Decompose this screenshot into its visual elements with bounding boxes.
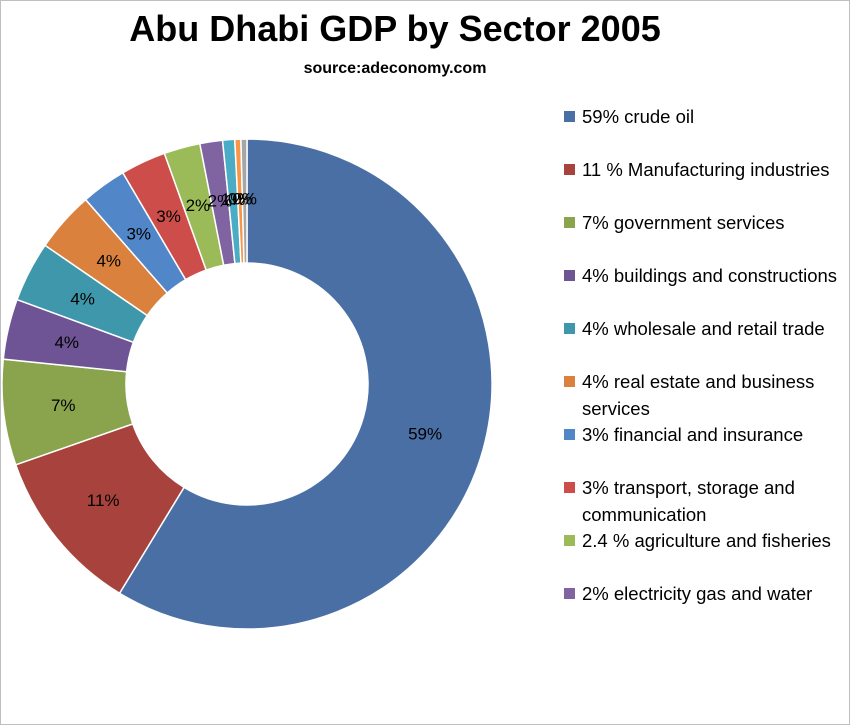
legend-item: 3% financial and insurance bbox=[562, 422, 842, 449]
slice-data-label: 4% bbox=[70, 290, 95, 309]
slice-data-label: 2% bbox=[208, 191, 233, 210]
slice-data-label: 0% bbox=[232, 190, 257, 209]
slice-data-label: 1% bbox=[221, 190, 246, 209]
legend-swatch bbox=[564, 376, 575, 387]
slice-data-label: 2% bbox=[186, 196, 211, 215]
legend-label: 4% buildings and constructions bbox=[582, 265, 838, 286]
legend-item: 4% buildings and constructions bbox=[562, 263, 842, 290]
legend-item: 2.4 % agriculture and fisheries bbox=[562, 528, 842, 555]
legend-label: 59% crude oil bbox=[582, 106, 695, 127]
slice-data-label: 11% bbox=[87, 491, 120, 510]
legend-label: 7% government services bbox=[582, 212, 785, 233]
legend-swatch bbox=[564, 217, 575, 228]
legend-label: 3% transport, storage and communication bbox=[582, 477, 795, 525]
legend-label: 2% electricity gas and water bbox=[582, 583, 813, 604]
slice-data-label: 4% bbox=[54, 333, 79, 352]
legend-swatch bbox=[564, 429, 575, 440]
legend-label: 3% financial and insurance bbox=[582, 424, 804, 445]
legend-item: 4% real estate and business services bbox=[562, 369, 842, 422]
legend-item: 3% transport, storage and communication bbox=[562, 475, 842, 528]
donut-data-labels: 59%11%7%4%4%4%3%3%2%2%1%0%0% bbox=[51, 190, 442, 510]
legend-item: 59% crude oil bbox=[562, 104, 842, 131]
legend-item: 2% electricity gas and water bbox=[562, 581, 842, 608]
chart-title: Abu Dhabi GDP by Sector 2005 bbox=[129, 8, 661, 49]
slice-data-label: 4% bbox=[96, 252, 121, 271]
legend-label: 4% real estate and business services bbox=[582, 371, 815, 419]
legend-item: 7% government services bbox=[562, 210, 842, 237]
chart-subtitle: source:adeconomy.com bbox=[303, 60, 487, 77]
slice-data-label: 3% bbox=[126, 224, 151, 243]
donut-chart: 59%11%7%4%4%4%3%3%2%2%1%0%0% bbox=[1, 138, 493, 630]
legend-swatch bbox=[564, 111, 575, 122]
slice-data-label: 59% bbox=[408, 424, 442, 443]
legend-swatch bbox=[564, 482, 575, 493]
legend-swatch bbox=[564, 588, 575, 599]
legend-label: 11 % Manufacturing industries bbox=[582, 159, 830, 180]
legend-swatch bbox=[564, 323, 575, 334]
donut-slice bbox=[240, 138, 248, 264]
legend-item: 11 % Manufacturing industries bbox=[562, 157, 842, 184]
legend-item: 4% wholesale and retail trade bbox=[562, 316, 842, 343]
slice-data-label: 3% bbox=[156, 207, 181, 226]
slice-data-label: 0% bbox=[228, 190, 253, 209]
legend-label: 4% wholesale and retail trade bbox=[582, 318, 825, 339]
slice-data-label: 7% bbox=[51, 396, 76, 415]
legend-swatch bbox=[564, 535, 575, 546]
legend-swatch bbox=[564, 270, 575, 281]
legend-swatch bbox=[564, 164, 575, 175]
donut-slices bbox=[1, 138, 493, 630]
donut-slice bbox=[118, 138, 493, 630]
legend-label: 2.4 % agriculture and fisheries bbox=[582, 530, 831, 551]
